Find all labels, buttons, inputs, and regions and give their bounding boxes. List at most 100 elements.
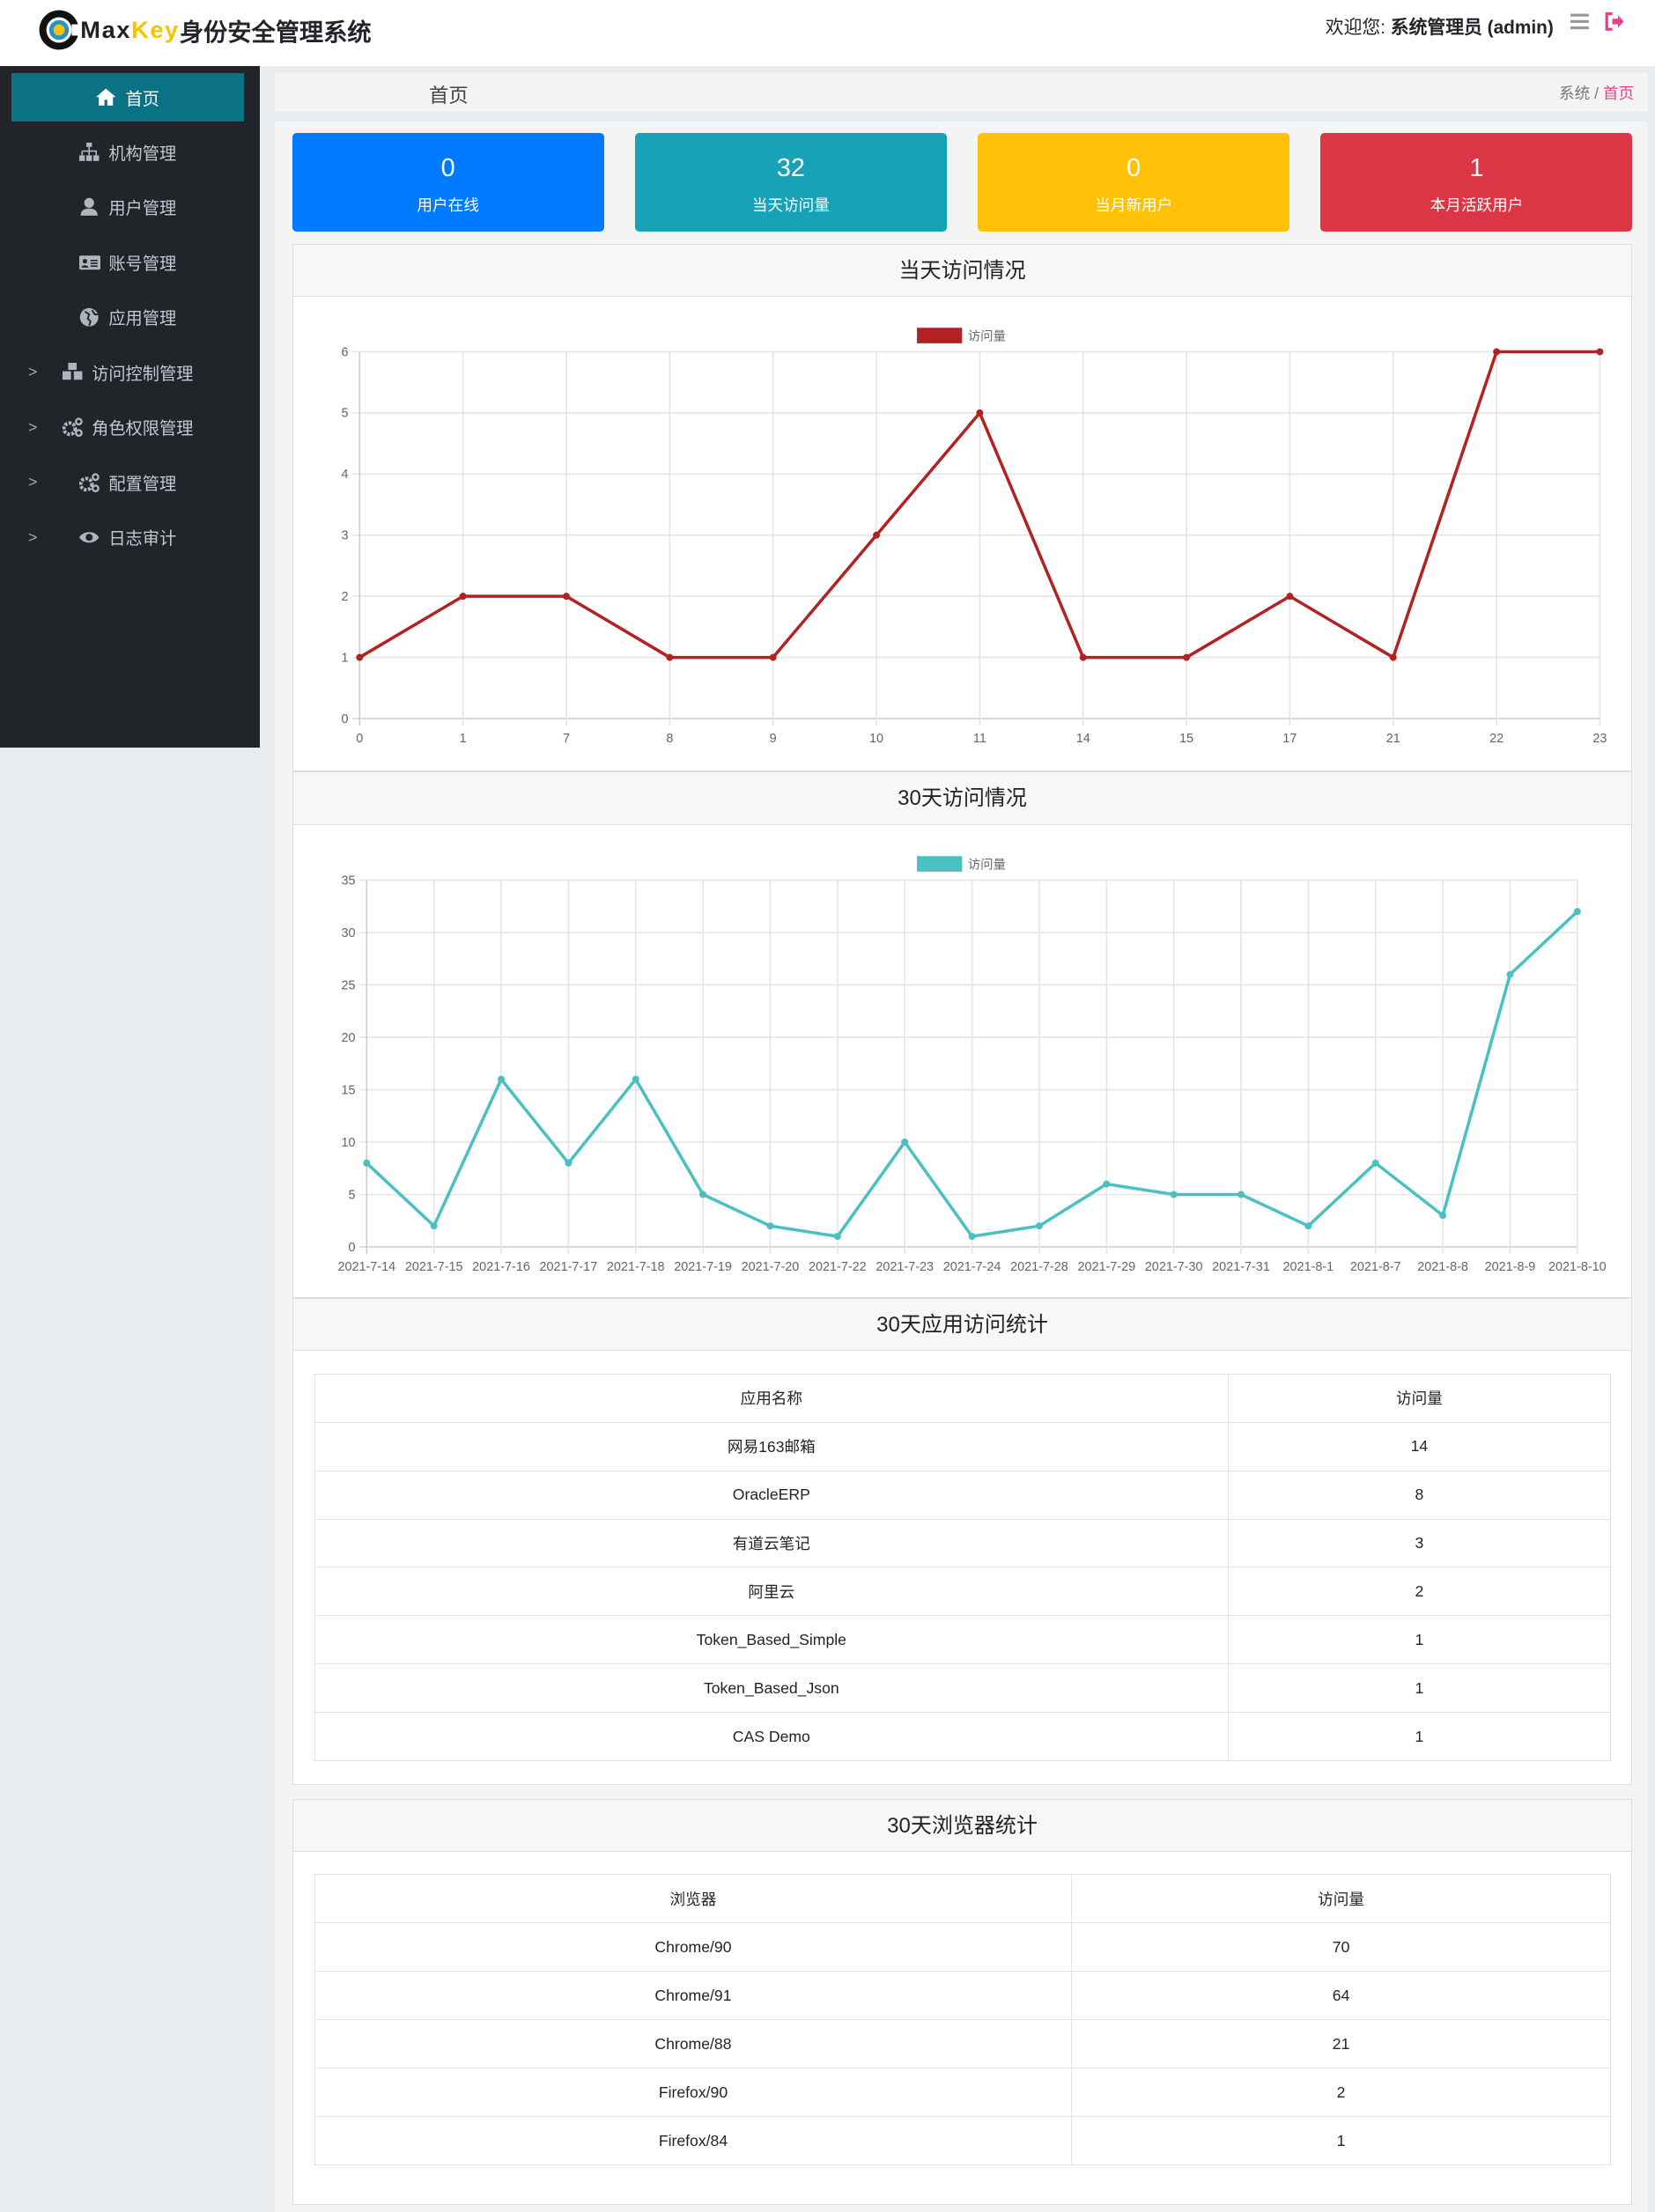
user-name[interactable]: 系统管理员 (admin) xyxy=(1390,18,1554,39)
y-tick-label: 4 xyxy=(341,468,348,483)
data-point xyxy=(1438,1211,1446,1219)
welcome-text: 欢迎您: 系统管理员 (admin) xyxy=(1326,12,1554,39)
card-title: 当天访问情况 xyxy=(292,245,1632,298)
data-point xyxy=(872,532,880,540)
data-point xyxy=(665,653,673,661)
table-row: Chrome/90 70 xyxy=(314,1922,1611,1972)
breadcrumb: 系统 / 首页 xyxy=(1558,84,1635,102)
y-tick-label: 0 xyxy=(341,712,348,726)
cogs-icon xyxy=(78,473,100,492)
y-tick-label: 20 xyxy=(341,1030,355,1044)
browser-stats-card: 30天浏览器统计 浏览器 访问量 Chrome/90 70 Chrome/91 64 Chr… xyxy=(292,1798,1633,2205)
cogs-icon xyxy=(62,417,83,438)
chevron-right-icon: > xyxy=(28,363,38,381)
30day-visits-card: 30天访问情况 访问量 0 5 10 15 20 25 30 35 2021-7-14 2021-7… xyxy=(292,771,1633,1298)
legend-swatch xyxy=(916,328,962,344)
sidebar-item-0[interactable]: 首页 xyxy=(11,73,245,122)
legend-label: 访问量 xyxy=(967,329,1005,344)
table-row: 网易163邮箱 14 xyxy=(314,1421,1611,1471)
data-point xyxy=(1492,348,1500,356)
sitemap-icon xyxy=(78,142,100,161)
data-point xyxy=(833,1232,841,1240)
logo[interactable]: Max Key 身份安全管理系统 xyxy=(38,9,372,51)
table-cell: 1 xyxy=(1228,1712,1611,1762)
x-tick-label: 2021-7-17 xyxy=(539,1260,597,1274)
sidebar-item-6[interactable]: > 角色权限管理 xyxy=(11,403,244,451)
sidebar-item-label: 应用管理 xyxy=(108,310,177,329)
table-header-row: 浏览器 访问量 xyxy=(314,1874,1611,1924)
x-tick-label: 14 xyxy=(1075,733,1090,747)
x-tick-label: 2021-8-1 xyxy=(1282,1260,1334,1274)
chevron-right-icon: > xyxy=(28,473,38,491)
top-header: Max Key 身份安全管理系统 欢迎您: 系统管理员 (admin) xyxy=(0,0,1655,67)
sidebar-item-label: 角色权限管理 xyxy=(92,420,194,439)
y-tick-label: 10 xyxy=(341,1135,355,1149)
main-content: 0 用户在线 32 当天访问量 0 当月新用户 1 本月活跃用户 当天访问情况 访问量 0 1 2 3… xyxy=(275,121,1649,2212)
x-tick-label: 15 xyxy=(1179,733,1193,747)
x-tick-label: 23 xyxy=(1592,733,1607,747)
legend-swatch xyxy=(916,855,962,872)
y-tick-label: 5 xyxy=(341,407,348,421)
breadcrumb-system[interactable]: 系统 xyxy=(1558,84,1591,102)
x-tick-label: 2021-7-14 xyxy=(337,1260,395,1274)
stat-label: 当天访问量 xyxy=(751,196,830,215)
welcome-label: 欢迎您: xyxy=(1325,18,1391,39)
x-tick-label: 2021-7-19 xyxy=(674,1260,732,1274)
stat-box: 0 用户在线 xyxy=(292,132,604,232)
logo-icon xyxy=(39,10,81,50)
x-tick-label: 21 xyxy=(1385,733,1400,747)
data-point xyxy=(1237,1191,1245,1198)
x-tick-label: 8 xyxy=(666,733,673,747)
sidebar-item-2[interactable]: 用户管理 xyxy=(11,183,244,231)
sidebar-item-4[interactable]: 应用管理 xyxy=(11,293,244,341)
app-stats-table: 应用名称 访问量 网易163邮箱 14 OracleERP 8 有道云笔记 3 阿里云 2 Toke… xyxy=(314,1373,1611,1762)
y-tick-label: 3 xyxy=(341,529,348,543)
table-row: Token_Based_Simple 1 xyxy=(314,1615,1611,1665)
column-header: 应用名称 xyxy=(314,1373,1230,1423)
sidebar-item-8[interactable]: > 日志审计 xyxy=(11,513,244,561)
sidebar-item-7[interactable]: > 配置管理 xyxy=(11,459,244,506)
column-header: 浏览器 xyxy=(314,1874,1073,1924)
data-point xyxy=(1371,1159,1379,1167)
table-cell: 8 xyxy=(1228,1470,1611,1520)
stat-label: 本月活跃用户 xyxy=(1430,196,1524,215)
table-cell: 1 xyxy=(1228,1615,1611,1665)
table-row: CAS Demo 1 xyxy=(314,1712,1611,1762)
table-cell: Firefox/84 xyxy=(314,2116,1073,2166)
table-cell: 1 xyxy=(1228,1663,1611,1714)
x-tick-label: 9 xyxy=(769,733,776,747)
sidebar-item-3[interactable]: 账号管理 xyxy=(11,239,244,286)
legend-label: 访问量 xyxy=(967,857,1005,872)
data-point xyxy=(1035,1221,1043,1229)
data-point xyxy=(1182,653,1190,661)
data-point xyxy=(1102,1180,1110,1188)
cubes-icon xyxy=(62,362,82,380)
data-point xyxy=(1389,653,1397,661)
globe-icon xyxy=(79,308,99,327)
table-cell: 21 xyxy=(1071,2019,1611,2069)
browser-stats-table: 浏览器 访问量 Chrome/90 70 Chrome/91 64 Chrome/88 21 F… xyxy=(314,1874,1611,2166)
x-tick-label: 2021-8-7 xyxy=(1349,1260,1400,1274)
sidebar: 首页 机构管理 用户管理 账号管理 应用管理 > 访问控制管理 > 角色权限管理 > 配置管理 > 日志… xyxy=(0,66,260,748)
breadcrumb-home[interactable]: 首页 xyxy=(1602,84,1635,102)
table-cell: 2 xyxy=(1228,1567,1611,1617)
logout-icon[interactable] xyxy=(1604,12,1624,32)
table-row: 有道云笔记 3 xyxy=(314,1518,1611,1568)
x-tick-label: 2021-8-8 xyxy=(1417,1260,1468,1274)
sidebar-item-5[interactable]: > 访问控制管理 xyxy=(11,349,244,396)
data-point xyxy=(562,593,570,601)
data-point xyxy=(900,1138,908,1146)
table-cell: 有道云笔记 xyxy=(314,1518,1230,1568)
sidebar-item-1[interactable]: 机构管理 xyxy=(11,129,244,176)
home-icon xyxy=(95,88,116,107)
data-point xyxy=(1079,653,1087,661)
sidebar-item-label: 日志审计 xyxy=(108,530,177,549)
y-tick-label: 30 xyxy=(341,925,355,940)
card-title: 30天访问情况 xyxy=(292,772,1632,825)
y-tick-label: 6 xyxy=(341,346,348,360)
menu-icon[interactable] xyxy=(1570,12,1589,31)
data-point xyxy=(769,653,777,661)
stat-value: 0 xyxy=(1127,153,1142,182)
stat-value: 1 xyxy=(1469,153,1484,182)
y-tick-label: 15 xyxy=(341,1083,355,1097)
